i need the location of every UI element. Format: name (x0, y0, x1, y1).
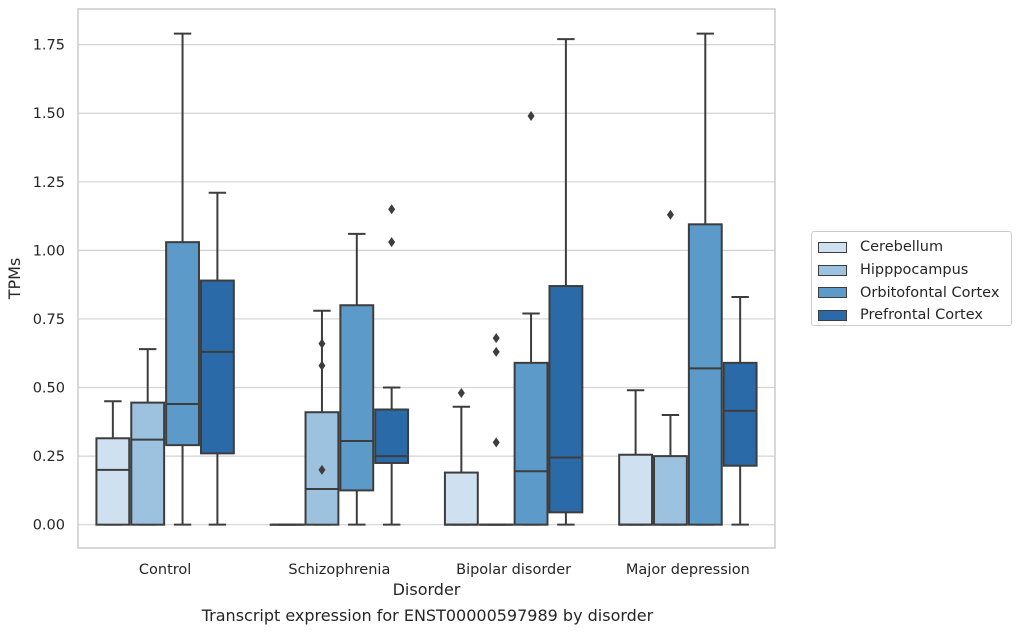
iqr-box (443, 471, 479, 526)
box-prefrontal-cortex (548, 38, 584, 526)
iqr-box (199, 279, 235, 455)
x-tick-labels: Control Schizophrenia Bipolar disorder Majo… (139, 562, 750, 578)
y-axis-label: TPMs (5, 258, 24, 301)
y-tick-labels: 0.00 0.25 0.50 0.75 1.00 1.25 1.50 1.75 (33, 38, 65, 534)
plot-frame (77, 8, 776, 549)
x-tick-label: Control (139, 562, 191, 578)
box-hipppocampus (478, 333, 514, 526)
legend-label: Orbitofontal Cortex (860, 284, 1000, 301)
legend-swatch (818, 241, 847, 253)
iqr-box (513, 361, 549, 526)
y-tick-label: 1.00 (33, 243, 65, 259)
legend-item: Cerebellum (818, 236, 1011, 259)
boxes-layer (95, 32, 758, 526)
box-prefrontal-cortex (722, 296, 758, 526)
outlier-point (527, 110, 535, 121)
iqr-box (374, 408, 410, 464)
y-tick-label: 0.25 (33, 449, 65, 465)
legend-item: Hipppocampus (818, 259, 1011, 282)
outlier-point (492, 437, 500, 448)
outlier-point (318, 338, 326, 349)
outlier-point (492, 346, 500, 357)
legend-label: Hipppocampus (860, 262, 969, 279)
x-tick-label: Bipolar disorder (456, 562, 571, 578)
iqr-box (339, 304, 375, 492)
y-tick-label: 1.25 (33, 175, 65, 191)
outlier-point (388, 237, 396, 248)
y-tick-label: 1.75 (33, 38, 65, 54)
box-orbitofontal-cortex (165, 32, 200, 526)
x-tick-label: Schizophrenia (288, 562, 390, 578)
box-hipppocampus (653, 209, 688, 526)
legend: Cerebellum Hipppocampus Orbitofontal Corte… (811, 231, 1012, 326)
box-cerebellum (95, 400, 131, 526)
y-tick-label: 0.50 (33, 381, 65, 397)
outlier-point (492, 333, 500, 344)
iqr-box (722, 361, 758, 467)
iqr-box (130, 401, 166, 526)
iqr-box (165, 241, 200, 447)
outlier-point (318, 464, 326, 475)
y-tick-label: 0.00 (33, 518, 65, 534)
y-tick-label: 0.75 (33, 312, 65, 328)
box-hipppocampus (130, 348, 166, 526)
legend-label: Cerebellum (860, 239, 944, 256)
box-prefrontal-cortex (199, 191, 235, 526)
legend-swatch (818, 287, 847, 299)
iqr-box (687, 223, 723, 526)
box-hipppocampus (304, 309, 340, 526)
legend-label: Prefrontal Cortex (860, 307, 983, 324)
legend-item: Prefrontal Cortex (818, 304, 1011, 327)
x-tick-label: Major depression (626, 562, 750, 578)
outlier-point (388, 204, 396, 215)
x-axis-label: Disorder (393, 580, 461, 599)
figure-caption: Transcript expression for ENST0000059798… (201, 606, 654, 625)
y-tick-label: 1.50 (33, 106, 65, 122)
box-orbitofontal-cortex (513, 110, 549, 526)
outlier-point (666, 209, 674, 220)
iqr-box (653, 455, 688, 526)
outlier-point (457, 388, 465, 399)
box-cerebellum (618, 389, 654, 526)
legend-item: Orbitofontal Cortex (818, 281, 1011, 304)
iqr-box (618, 453, 654, 526)
iqr-box (548, 285, 584, 514)
legend-swatch (818, 309, 847, 321)
legend-swatch (818, 264, 847, 276)
iqr-box (95, 437, 131, 526)
box-orbitofontal-cortex (687, 32, 723, 526)
box-prefrontal-cortex (374, 204, 410, 526)
box-orbitofontal-cortex (339, 232, 375, 526)
box-cerebellum (443, 388, 479, 526)
outlier-point (318, 360, 326, 371)
